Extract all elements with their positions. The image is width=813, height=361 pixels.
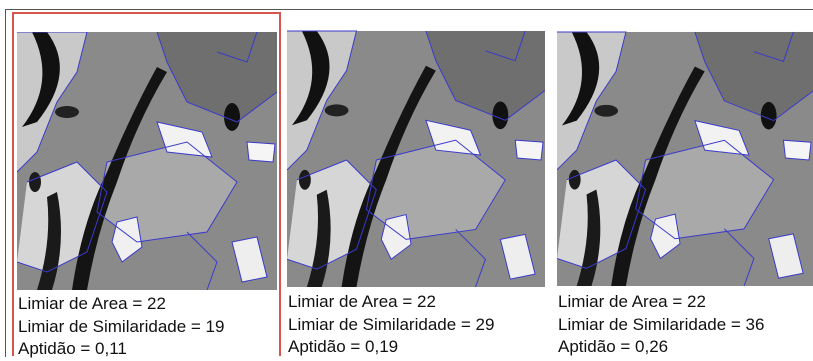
caption-line: Limiar de Similaridade = 36 [558,314,764,337]
panel[interactable]: Limiar de Area = 22 Limiar de Similarida… [284,12,549,356]
caption: Limiar de Area = 22 Limiar de Similarida… [18,293,224,361]
caption-line: Aptidão = 0,11 [18,338,224,361]
panel[interactable]: Limiar de Area = 22 Limiar de Similarida… [12,12,281,356]
caption-line: Aptidão = 0,19 [288,336,494,359]
panel[interactable]: Limiar de Area = 22 Limiar de Similarida… [554,12,813,356]
segmented-image [557,30,813,288]
caption: Limiar de Area = 22 Limiar de Similarida… [558,291,764,359]
caption-line: Limiar de Area = 22 [18,293,224,316]
segmented-image [287,30,545,288]
caption-line: Limiar de Area = 22 [558,291,764,314]
caption-line: Limiar de Similaridade = 19 [18,316,224,339]
segmented-image [17,32,277,290]
caption-line: Aptidão = 0,26 [558,336,764,359]
page: {"panels": [ {"lines": ["Limiar de Area … [0,0,813,356]
caption-line: Limiar de Area = 22 [288,291,494,314]
caption-line: Limiar de Similaridade = 29 [288,314,494,337]
caption: Limiar de Area = 22 Limiar de Similarida… [288,291,494,359]
